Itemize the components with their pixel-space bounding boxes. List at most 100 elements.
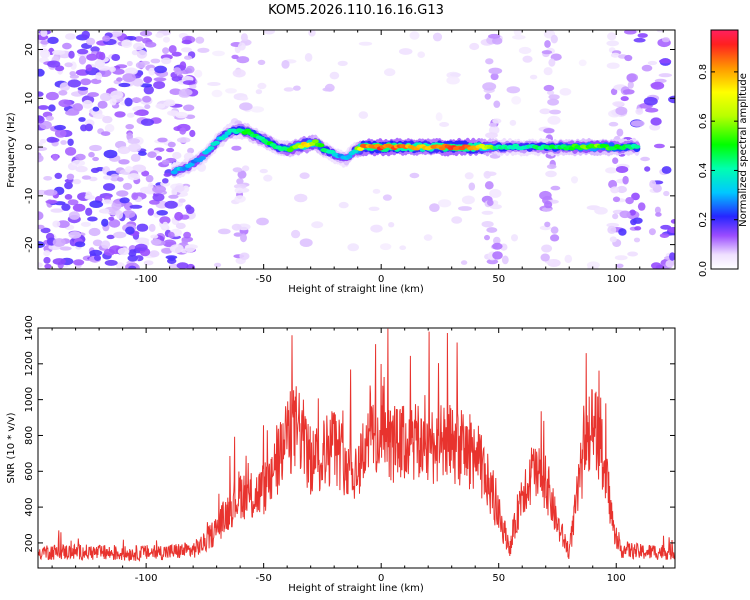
noise-blob <box>38 211 44 221</box>
noise-blob <box>610 186 620 194</box>
noise-blob <box>398 48 413 55</box>
noise-blob <box>43 176 53 181</box>
noise-blob <box>159 216 171 225</box>
noise-blob <box>239 96 249 101</box>
noise-blob <box>616 185 627 194</box>
noise-blob <box>239 252 250 260</box>
ridge-cell <box>317 143 325 148</box>
colorbar-tick-label: 0.4 <box>698 162 709 178</box>
noise-blob <box>291 229 301 239</box>
noise-blob <box>512 35 526 40</box>
ridge-cell <box>207 146 215 151</box>
noise-blob <box>77 86 89 91</box>
noise-blob <box>127 173 140 181</box>
noise-blob <box>458 206 472 211</box>
noise-blob <box>487 199 494 206</box>
noise-blob <box>108 216 115 221</box>
noise-blob <box>141 170 150 177</box>
noise-blob <box>73 259 85 266</box>
noise-blob <box>38 142 43 147</box>
noise-blob <box>259 168 268 174</box>
noise-blob <box>635 108 644 115</box>
noise-blob <box>659 233 670 239</box>
noise-blob <box>263 174 273 182</box>
noise-blob <box>627 81 634 89</box>
noise-blob <box>87 92 99 98</box>
noise-blob <box>157 137 168 143</box>
noise-blob <box>546 164 557 170</box>
noise-blob <box>185 204 192 211</box>
noise-blob <box>155 32 164 38</box>
noise-blob <box>130 153 141 162</box>
noise-blob <box>626 73 637 83</box>
noise-blob <box>179 127 187 135</box>
noise-blob <box>446 76 460 85</box>
noise-blob <box>129 204 143 209</box>
noise-blob <box>174 185 185 192</box>
noise-blob <box>155 103 166 109</box>
noise-blob <box>52 50 66 55</box>
noise-blob <box>175 111 188 119</box>
noise-blob <box>184 244 196 253</box>
noise-blob <box>60 140 67 145</box>
noise-blob <box>399 245 407 250</box>
x-tick-label: -50 <box>255 274 271 285</box>
ridge-cell <box>199 156 206 160</box>
noise-blob <box>543 128 555 134</box>
noise-blob <box>659 58 672 64</box>
noise-blob <box>544 200 553 209</box>
noise-blob <box>234 195 246 203</box>
ridge-cell <box>345 154 353 159</box>
noise-blob <box>423 234 433 241</box>
noise-blob <box>56 220 70 229</box>
noise-blob <box>153 77 167 82</box>
ridge-cell <box>633 144 641 149</box>
noise-blob <box>236 56 250 64</box>
noise-blob <box>66 173 75 180</box>
noise-blob <box>181 39 192 45</box>
noise-blob <box>217 228 231 235</box>
noise-blob <box>152 193 165 202</box>
colorbar-tick-label: 0.2 <box>698 212 709 228</box>
noise-blob <box>176 137 191 143</box>
noise-blob <box>136 223 149 232</box>
noise-blob <box>655 212 662 217</box>
noise-blob <box>167 141 176 148</box>
noise-blob <box>631 192 640 201</box>
noise-blob <box>644 166 651 172</box>
noise-blob <box>612 196 621 203</box>
noise-blob <box>64 178 75 183</box>
noise-blob <box>283 87 294 92</box>
noise-blob <box>143 85 154 95</box>
noise-blob <box>633 37 646 43</box>
noise-blob <box>39 120 52 130</box>
noise-blob <box>304 53 313 62</box>
noise-blob <box>619 210 631 219</box>
noise-blob <box>549 109 561 115</box>
noise-blob <box>174 211 184 221</box>
noise-blob <box>506 86 521 94</box>
noise-blob <box>52 238 66 247</box>
noise-blob <box>239 102 253 111</box>
noise-blob <box>89 144 102 152</box>
noise-blob <box>169 88 182 95</box>
noise-blob <box>539 108 551 115</box>
noise-blob <box>181 237 189 244</box>
frequency-ridge <box>170 122 641 179</box>
noise-blob <box>102 115 113 124</box>
noise-blob <box>187 147 195 154</box>
noise-blob <box>547 98 559 106</box>
snr-ticks: -100 -50 0 50 100 200 400 600 800 1000 1200 1400 <box>24 315 675 584</box>
noise-blob <box>125 124 134 130</box>
noise-blob <box>127 254 139 262</box>
noise-blob <box>39 47 48 53</box>
noise-blob <box>124 67 138 76</box>
noise-blob <box>437 199 452 208</box>
noise-blob <box>368 206 380 211</box>
noise-blob <box>113 231 127 239</box>
noise-blob <box>545 170 557 178</box>
noise-blob <box>522 55 533 63</box>
noise-blob <box>232 69 246 78</box>
noise-blob <box>117 247 130 256</box>
noise-blob <box>147 182 154 192</box>
